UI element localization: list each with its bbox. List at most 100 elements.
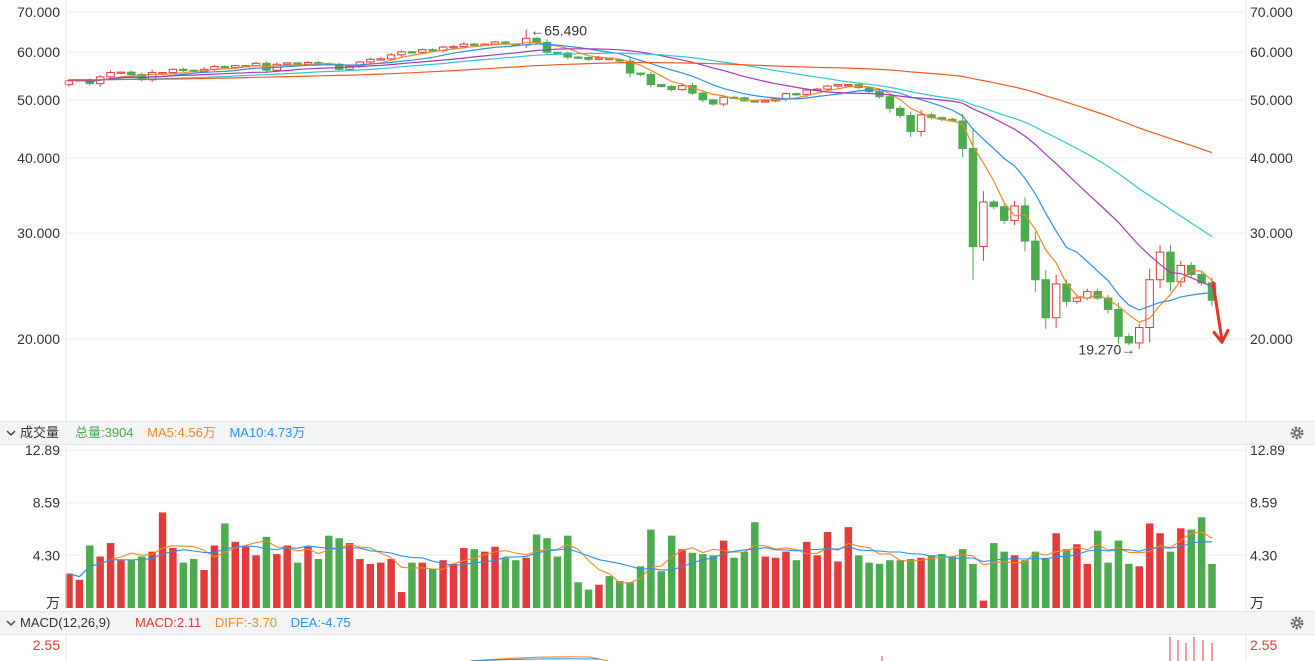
main-axis-labels: 70.000 70.000 60.000 60.000 50.000 50.000 40.0… [17, 4, 1293, 347]
candle-body [428, 49, 437, 52]
gear-icon[interactable] [1289, 615, 1305, 631]
candle-body [594, 57, 604, 60]
candle [1166, 244, 1175, 292]
candle [1041, 270, 1050, 329]
candle [116, 71, 126, 74]
volume-bar [127, 560, 136, 608]
ma30-line [69, 52, 1213, 238]
volume-bar [293, 562, 302, 608]
candle-body [1103, 297, 1113, 310]
volume-total: 总量:3904 [75, 425, 134, 440]
volume-bar [626, 582, 634, 608]
volume-bar [595, 584, 603, 608]
volume-bar [834, 561, 842, 608]
volume-bar [699, 554, 707, 608]
candle-body [646, 73, 656, 86]
volume-bar [1125, 563, 1133, 608]
volume-bar [844, 527, 853, 608]
candle-body [542, 41, 552, 53]
candle [179, 67, 188, 73]
gear-icon[interactable] [1289, 425, 1305, 441]
candle [147, 69, 157, 82]
candle-body [1124, 335, 1134, 344]
volume-bar [1135, 566, 1144, 608]
trend-arrow [1211, 281, 1224, 342]
volume-bar [1104, 562, 1112, 608]
volume-bar [761, 556, 769, 608]
volume-bar [512, 560, 520, 608]
volume-bar [657, 571, 666, 608]
candle-body [968, 147, 978, 248]
candle [1124, 333, 1134, 346]
candle [896, 105, 905, 118]
volume-bar [1052, 533, 1060, 608]
candle [958, 113, 967, 157]
diff-value: DIFF:-3.70 [214, 615, 277, 630]
candle-body [220, 66, 230, 69]
candle [1031, 231, 1040, 292]
candle-body [958, 120, 967, 149]
candle-body [106, 72, 115, 78]
annotations: ←65.490 19.270→ [530, 22, 1230, 358]
volume-bar [751, 522, 759, 608]
candle-body [1072, 297, 1082, 302]
volume-header: 成交量 总量:3904 MA5:4.56万 MA10:4.73万 [0, 421, 1315, 445]
macd-tick-left: 2.55 [33, 637, 60, 653]
candle-body [625, 60, 635, 74]
candle-body [708, 99, 718, 105]
candle-body [1135, 327, 1144, 344]
candle-body [1020, 205, 1030, 242]
volume-bar [397, 592, 406, 608]
candle-body [179, 68, 188, 72]
candle-body [231, 65, 240, 68]
volume-bar [439, 560, 447, 608]
y-tick-right: 50.000 [1250, 92, 1293, 108]
vol-tick-left: 4.30 [33, 547, 60, 563]
volume-bar [241, 546, 250, 608]
candle [542, 39, 552, 56]
chevron-down-icon[interactable] [5, 612, 17, 634]
candle-body [116, 71, 126, 74]
vol-ma10-line [68, 541, 1213, 578]
y-tick-left: 20.000 [17, 331, 60, 347]
volume-bar [200, 570, 208, 608]
candle-body [989, 201, 999, 208]
volume-bar [1093, 530, 1102, 608]
candle [376, 57, 385, 61]
volume-bar [886, 560, 894, 608]
macd-dea-line [469, 658, 601, 661]
candle [989, 199, 999, 210]
chevron-down-icon[interactable] [5, 422, 17, 444]
candle-body [1051, 283, 1061, 319]
candle-body [563, 52, 573, 58]
y-tick-right: 20.000 [1250, 331, 1293, 347]
volume-bar [1177, 528, 1185, 608]
candle-body [553, 51, 562, 54]
volume-bar [938, 554, 946, 608]
volume-bar [314, 558, 323, 608]
y-tick-right: 70.000 [1250, 4, 1293, 20]
candle-body [366, 58, 375, 63]
candle [885, 93, 895, 113]
candle-body [386, 54, 396, 60]
volume-bar [501, 557, 510, 608]
vol-ma5-line [68, 531, 1213, 584]
vol-tick-right: 8.59 [1250, 495, 1277, 511]
candle [792, 92, 801, 97]
candle-body [584, 57, 593, 60]
macd-header: MACD(12,26,9) MACD:2.11 DIFF:-3.70 DEA:-… [0, 611, 1315, 635]
volume-bar [460, 547, 468, 608]
volume-bar [782, 551, 790, 608]
volume-bar [137, 556, 146, 608]
volume-bar [117, 560, 125, 608]
volume-bar [636, 566, 645, 608]
volume-bar [75, 579, 84, 608]
candle [438, 45, 448, 53]
candle [1186, 262, 1196, 278]
candle-body [823, 85, 832, 90]
volume-bar [969, 563, 977, 608]
volume-bar [1114, 540, 1123, 608]
candle-body [667, 86, 676, 91]
volume-bar [823, 532, 832, 608]
